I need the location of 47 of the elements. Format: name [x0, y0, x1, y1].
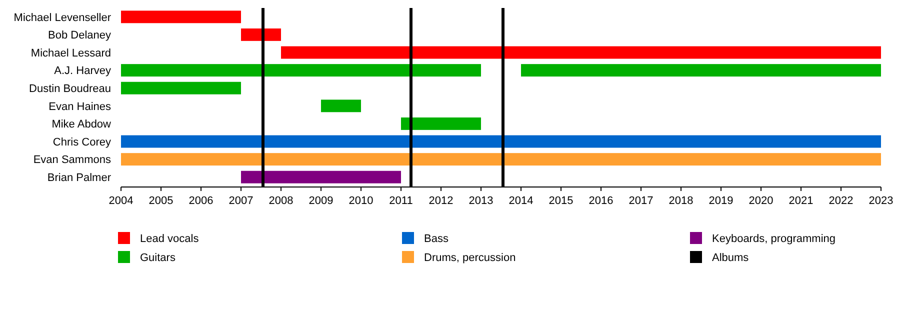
x-tick-label: 2009 [308, 195, 334, 207]
x-tick-label: 2006 [188, 195, 214, 207]
bar [241, 28, 281, 41]
bar [321, 100, 361, 112]
legend-label: Keyboards, programming [712, 232, 836, 245]
x-tick-label: 2017 [628, 195, 654, 207]
y-tick-label: A.J. Harvey [54, 65, 112, 78]
bar [281, 46, 881, 59]
x-tick-label: 2021 [788, 195, 814, 207]
x-tick-label: 2012 [428, 195, 454, 207]
bar [121, 64, 481, 77]
x-tick-label: 2020 [748, 195, 774, 207]
legend-label: Albums [712, 252, 750, 264]
legend-label: Bass [424, 232, 449, 245]
y-tick-label: Michael Levenseller [14, 12, 112, 24]
bar [121, 82, 241, 94]
y-tick-label: Evan Sammons [33, 154, 112, 166]
y-tick-label: Evan Haines [48, 100, 112, 113]
x-tick-label: 2013 [468, 195, 494, 207]
x-tick-label: 2010 [348, 195, 374, 207]
x-tick-label: 2004 [108, 195, 134, 207]
legend-label: Lead vocals [140, 232, 200, 245]
x-tick-label: 2019 [708, 195, 734, 207]
x-tick-label: 2023 [868, 195, 894, 207]
x-tick-label: 2007 [228, 195, 254, 207]
x-tick-label: 2015 [548, 195, 574, 207]
x-tick-label: 2018 [668, 195, 694, 207]
bar [121, 135, 881, 148]
bar [121, 153, 881, 166]
bar [241, 170, 401, 184]
legend-label: Guitars [140, 252, 176, 264]
x-tick-label: 2022 [828, 195, 854, 207]
x-tick-label: 2016 [588, 195, 614, 207]
y-tick-label: Bob Delaney [48, 30, 112, 42]
y-tick-label: Mike Abdow [52, 118, 112, 131]
legend-label: Drums, percussion [424, 252, 516, 264]
bar [401, 117, 481, 130]
y-tick-label: Chris Corey [52, 136, 112, 148]
y-tick-label: Dustin Boudreau [29, 82, 111, 95]
x-tick-label: 2005 [148, 195, 174, 207]
x-tick-label: 2011 [389, 195, 413, 207]
bar [121, 10, 241, 24]
y-tick-label: Brian Palmer [47, 172, 112, 184]
x-tick-label: 2014 [508, 195, 534, 207]
bar [521, 64, 881, 77]
y-tick-label: Michael Lessard [30, 47, 111, 60]
x-tick-label: 2008 [268, 195, 294, 207]
